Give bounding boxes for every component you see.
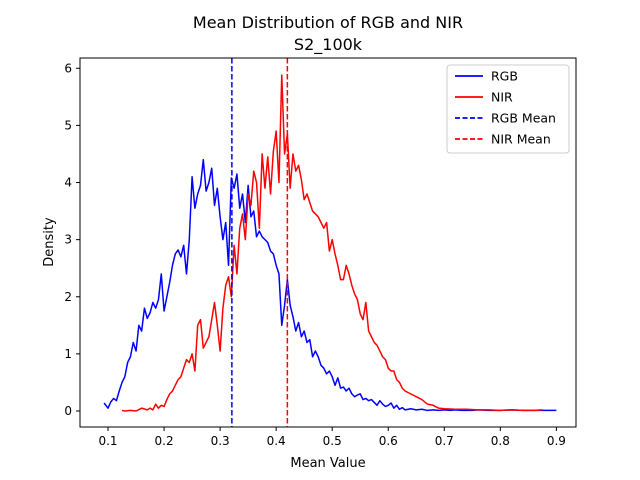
x-axis: 0.1 0.2 0.3 0.4 0.5 0.6 0.7 0.8 0.9: [98, 427, 566, 448]
axes-frame: [79, 57, 577, 428]
x-axis-label: Mean Value: [290, 456, 365, 471]
y-tick-label: 5: [64, 118, 72, 132]
x-tick-label: 0.2: [155, 434, 174, 448]
plot-area: [103, 58, 557, 427]
legend-label-rgb: RGB: [491, 69, 518, 84]
chart-subtitle: S2_100k: [294, 35, 363, 55]
series-line-rgb: [103, 158, 557, 412]
x-tick-label: 0.7: [435, 434, 454, 448]
y-tick-label: 1: [64, 347, 72, 361]
y-tick-label: 3: [64, 233, 72, 247]
y-tick-label: 0: [64, 404, 72, 418]
legend: RGB NIR RGB Mean NIR Mean: [446, 64, 570, 154]
y-axis: 0 1 2 3 4 5 6: [64, 61, 80, 418]
y-tick-label: 4: [64, 176, 72, 190]
x-tick-label: 0.3: [211, 434, 230, 448]
y-tick-label: 6: [64, 61, 72, 75]
x-tick-label: 0.8: [491, 434, 510, 448]
y-axis-label: Density: [42, 217, 57, 267]
legend-label-nir: NIR: [491, 90, 513, 105]
x-tick-label: 0.4: [267, 434, 286, 448]
legend-label-rgb-mean: RGB Mean: [491, 111, 556, 126]
x-tick-label: 0.6: [379, 434, 398, 448]
series-line-nir: [121, 74, 543, 412]
x-tick-label: 0.1: [98, 434, 117, 448]
legend-box: [446, 64, 570, 154]
x-tick-label: 0.9: [547, 434, 566, 448]
chart-title: Mean Distribution of RGB and NIR: [193, 13, 463, 32]
x-tick-label: 0.5: [323, 434, 342, 448]
legend-label-nir-mean: NIR Mean: [491, 132, 551, 147]
y-tick-label: 2: [64, 290, 72, 304]
